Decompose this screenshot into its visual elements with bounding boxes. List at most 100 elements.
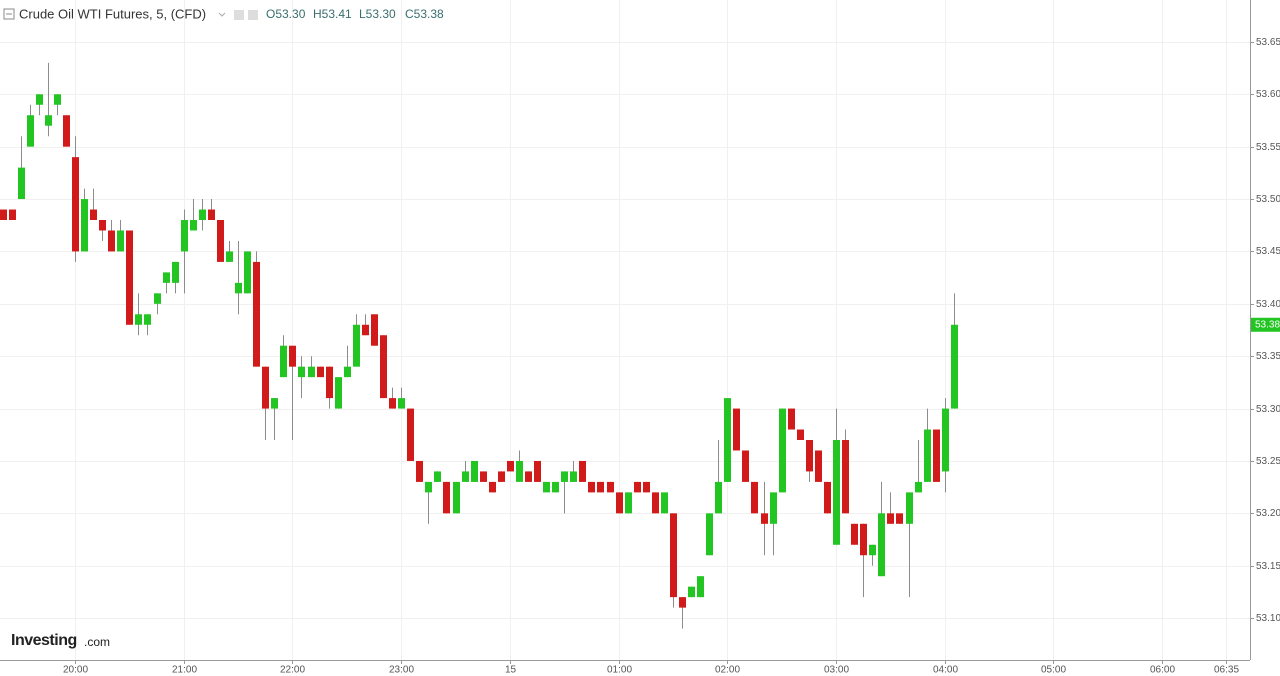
candle-body-down [751, 481, 758, 514]
candle-body-up [625, 492, 632, 514]
candle-body-down [389, 398, 396, 409]
candle-body-down [679, 597, 686, 608]
candle-body-down [498, 471, 505, 482]
close-icon[interactable] [248, 10, 258, 20]
candle-body-up [471, 460, 478, 482]
x-tick-label: 22:00 [280, 665, 305, 676]
candle-body-down [262, 366, 269, 409]
candle-body-up [27, 115, 34, 147]
candle-body-up [833, 440, 840, 545]
x-tick-label: 20:00 [63, 665, 88, 676]
candle-body-down [896, 513, 903, 524]
candle-body-up [163, 272, 170, 283]
candle-body-down [126, 230, 133, 325]
logo-name: Investing [11, 632, 77, 649]
x-tick-label: 21:00 [172, 665, 197, 676]
x-tick-label: 06:35 [1214, 665, 1239, 676]
y-tick-label: 53.20 [1256, 508, 1280, 519]
candle-body-up [462, 471, 469, 482]
candle-body-down [407, 408, 414, 461]
candle-body-up [18, 167, 25, 200]
collapse-icon[interactable] [3, 8, 15, 20]
candle-body-up [661, 492, 668, 514]
candle-body-down [670, 513, 677, 598]
x-tick-label: 03:00 [824, 665, 849, 676]
candle-body-down [634, 481, 641, 493]
candle-body-up [869, 544, 876, 556]
candle-body-down [108, 230, 115, 252]
candle-body-down [480, 471, 487, 482]
candle-body-down [362, 324, 369, 336]
candle-body-down [380, 335, 387, 399]
candle-body-down [616, 492, 623, 514]
candle-body-down [933, 429, 940, 482]
candle-body-down [416, 460, 423, 482]
candle-body-down [824, 481, 831, 514]
candle-body-up [453, 481, 460, 514]
x-tick-label: 01:00 [607, 665, 632, 676]
x-tick-label: 15 [505, 665, 517, 676]
candle-body-up [54, 94, 61, 105]
candle-body-down [326, 366, 333, 399]
candle-body-down [607, 481, 614, 493]
candle-body-down [525, 471, 532, 482]
candle-body-down [842, 440, 849, 514]
candle-body-down [534, 460, 541, 482]
candle-body-up [552, 481, 559, 493]
candle-body-up [561, 471, 568, 482]
candle-body-up [271, 398, 278, 409]
candle-body-down [788, 408, 795, 430]
candle-body-down [63, 115, 70, 147]
candle-body-down [489, 481, 496, 493]
candle-body-up [280, 345, 287, 378]
candle-body-up [697, 576, 704, 598]
candle-body-down [72, 157, 79, 252]
candle-body-down [742, 450, 749, 482]
candle-body-up [117, 230, 124, 252]
candle-body-up [235, 282, 242, 294]
candle-body-down [208, 209, 215, 220]
y-tick-label: 53.65 [1256, 37, 1280, 48]
chart-title: Crude Oil WTI Futures, 5, (CFD) [19, 6, 206, 21]
candle-body-up [190, 220, 197, 231]
y-tick-label: 53.30 [1256, 404, 1280, 415]
x-tick-label: 06:00 [1150, 665, 1175, 676]
candle-body-up [434, 471, 441, 482]
y-tick-label: 53.55 [1256, 142, 1280, 153]
candle-body-up [81, 199, 88, 252]
settings-icon[interactable] [234, 10, 244, 20]
y-tick-label: 53.35 [1256, 351, 1280, 362]
candle-body-up [298, 366, 305, 378]
candle-body-up [688, 586, 695, 598]
y-tick-label: 53.10 [1256, 613, 1280, 624]
last-price-label: 53.38 [1255, 319, 1280, 330]
candle-body-down [9, 209, 16, 220]
candle-body-down [797, 429, 804, 440]
x-tick-label: 05:00 [1041, 665, 1066, 676]
candle-body-down [507, 460, 514, 472]
y-tick-label: 53.45 [1256, 246, 1280, 257]
candle-body-up [951, 324, 958, 409]
candle-body-down [588, 481, 595, 493]
candle-body-down [443, 481, 450, 514]
candle-body-up [154, 293, 161, 304]
x-tick-label: 04:00 [933, 665, 958, 676]
candle-body-down [217, 220, 224, 262]
candle-body-up [45, 115, 52, 126]
ohlc-open: O53.30 [266, 7, 306, 21]
ohlc-low: L53.30 [359, 7, 396, 21]
candle-body-up [942, 408, 949, 472]
candle-body-up [344, 366, 351, 378]
candle-body-down [860, 523, 867, 556]
candle-body-up [706, 513, 713, 556]
candle-body-up [308, 366, 315, 378]
x-tick-label: 02:00 [715, 665, 740, 676]
dropdown-icon[interactable] [218, 12, 226, 17]
candle-body-down [851, 523, 858, 545]
candles [0, 62, 958, 629]
candle-body-up [226, 251, 233, 262]
candle-body-up [516, 460, 523, 482]
candle-body-down [371, 314, 378, 346]
candle-body-up [779, 408, 786, 493]
